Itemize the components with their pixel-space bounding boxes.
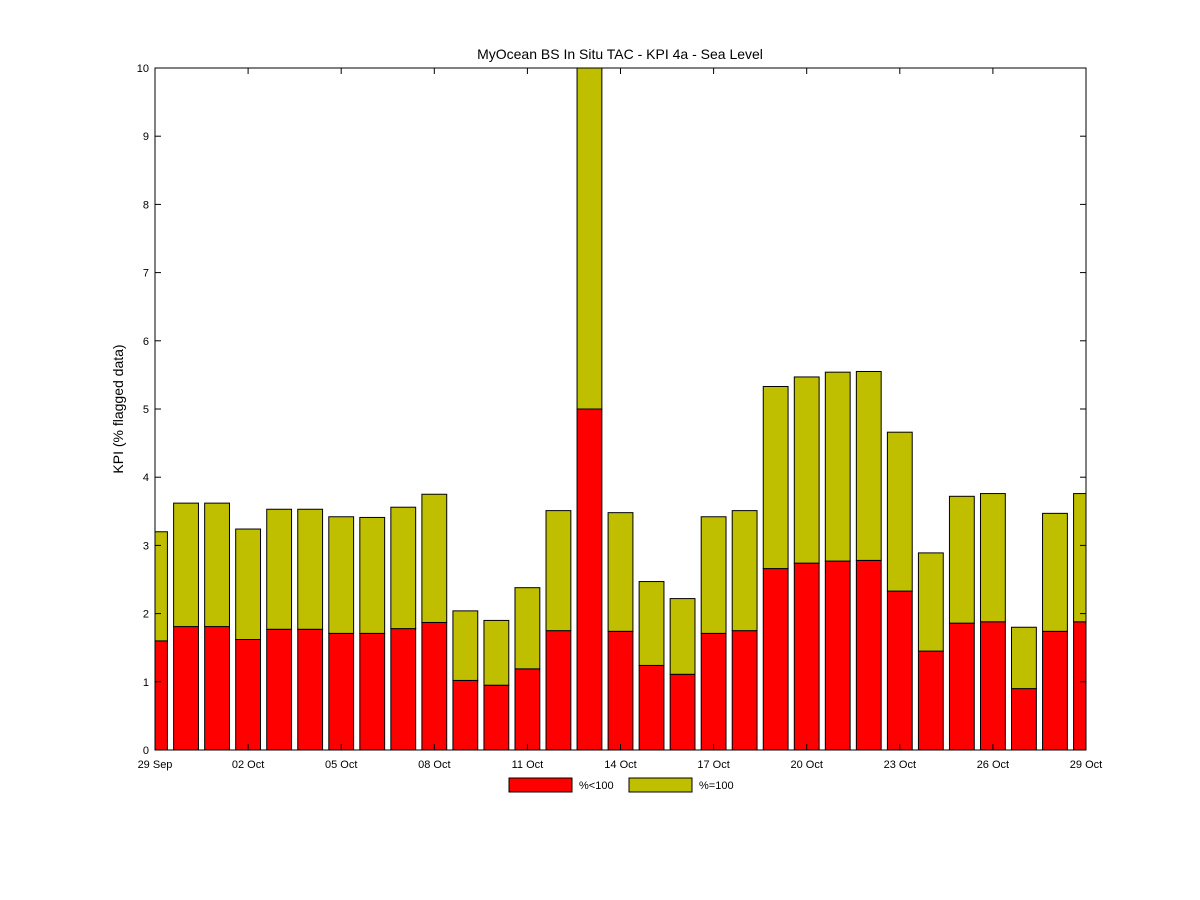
bar-full-1 — [173, 502, 199, 628]
y-tick-label-7: 7 — [143, 268, 149, 280]
y-axis-label: KPI (% flagged data) — [110, 344, 126, 473]
x-tick-label-7: 20 Oct — [790, 759, 822, 771]
bar-full-30 — [1073, 493, 1086, 623]
bar-low-8 — [390, 628, 417, 750]
bar-full-7 — [359, 516, 386, 634]
x-tick-label-1: 02 Oct — [232, 759, 264, 771]
bar-low-29 — [1042, 630, 1068, 750]
bar-low-1 — [173, 626, 199, 750]
bar-low-20 — [762, 568, 789, 750]
bar-low-18 — [700, 632, 727, 750]
bar-low-13 — [545, 630, 572, 750]
x-tick-label-5: 14 Oct — [604, 759, 636, 771]
bar-low-14 — [576, 408, 603, 750]
chart-title: MyOcean BS In Situ TAC - KPI 4a - Sea Le… — [477, 46, 763, 62]
x-tick-label-6: 17 Oct — [697, 759, 729, 771]
y-tick-label-1: 1 — [143, 677, 149, 689]
bar-low-16 — [638, 664, 665, 750]
y-tick-label-4: 4 — [143, 472, 149, 484]
bar-low-15 — [607, 630, 634, 750]
bar-low-6 — [328, 632, 355, 750]
y-tick-label-0: 0 — [143, 745, 149, 757]
bar-full-6 — [328, 516, 355, 634]
bar-low-19 — [731, 630, 758, 750]
y-tick-label-9: 9 — [143, 131, 149, 143]
legend-swatch-full — [628, 777, 693, 793]
bar-low-3 — [235, 639, 262, 750]
legend-label-full: %=100 — [699, 780, 734, 792]
bar-low-4 — [266, 628, 293, 750]
y-tick-label-3: 3 — [143, 540, 149, 552]
y-tick-label-5: 5 — [143, 404, 149, 416]
y-tick-label-6: 6 — [143, 336, 149, 348]
bar-full-17 — [669, 598, 696, 675]
bar-low-12 — [514, 668, 541, 750]
bar-full-23 — [855, 370, 882, 561]
bar-low-30 — [1073, 621, 1086, 750]
bar-full-19 — [731, 510, 758, 632]
bar-full-28 — [1011, 626, 1037, 690]
y-tick-label-8: 8 — [143, 199, 149, 211]
bar-full-11 — [483, 619, 510, 686]
bar-full-26 — [948, 495, 975, 624]
bar-low-10 — [452, 679, 479, 750]
bar-full-13 — [545, 510, 572, 632]
bar-full-9 — [421, 493, 448, 623]
bar-low-2 — [204, 626, 230, 750]
bar-full-3 — [235, 528, 262, 641]
bar-low-24 — [886, 590, 913, 750]
bar-low-25 — [917, 650, 944, 750]
bar-low-22 — [824, 560, 851, 750]
bars-layer — [155, 68, 1086, 750]
bar-low-27 — [979, 621, 1006, 750]
x-tick-label-4: 11 Oct — [512, 759, 544, 771]
bar-low-23 — [855, 559, 882, 750]
bar-full-15 — [607, 512, 634, 632]
bar-low-28 — [1011, 688, 1037, 750]
bar-full-18 — [700, 516, 727, 634]
bar-full-20 — [762, 385, 789, 570]
bar-full-24 — [886, 431, 913, 592]
bar-full-4 — [266, 508, 293, 630]
bar-full-22 — [824, 371, 851, 562]
bar-full-25 — [917, 552, 944, 652]
bar-full-8 — [390, 506, 417, 630]
bar-full-29 — [1042, 512, 1068, 632]
bar-full-14 — [576, 68, 603, 410]
ticks-layer: 0 1 2 3 4 5 6 7 8 9 10 29 Sep 02 Oct 05 Oct 08 Oct 11 O… — [137, 63, 1102, 771]
bar-low-7 — [359, 632, 386, 750]
bar-full-21 — [793, 376, 820, 564]
bar-full-12 — [514, 587, 541, 670]
bar-full-16 — [638, 581, 665, 666]
bar-full-5 — [297, 508, 324, 630]
legend-label-low: %<100 — [579, 780, 614, 792]
bar-low-26 — [948, 622, 975, 750]
x-tick-label-0: 29 Sep — [138, 759, 173, 771]
x-tick-label-3: 08 Oct — [418, 759, 450, 771]
x-tick-label-10: 29 Oct — [1070, 759, 1102, 771]
x-tick-label-9: 26 Oct — [977, 759, 1009, 771]
bar-low-5 — [297, 628, 324, 750]
bar-low-9 — [421, 621, 448, 750]
y-tick-label-2: 2 — [143, 609, 149, 621]
x-tick-label-2: 05 Oct — [325, 759, 357, 771]
bar-full-10 — [452, 610, 479, 681]
bar-full-2 — [204, 502, 230, 628]
bar-low-11 — [483, 684, 510, 750]
y-tick-label-10: 10 — [137, 63, 149, 75]
x-tick-label-8: 23 Oct — [884, 759, 916, 771]
bar-full-27 — [979, 493, 1006, 623]
legend-swatch-low — [508, 777, 573, 793]
bar-low-21 — [793, 562, 820, 750]
legend: %<100 %=100 — [508, 777, 734, 793]
bar-low-17 — [669, 673, 696, 750]
